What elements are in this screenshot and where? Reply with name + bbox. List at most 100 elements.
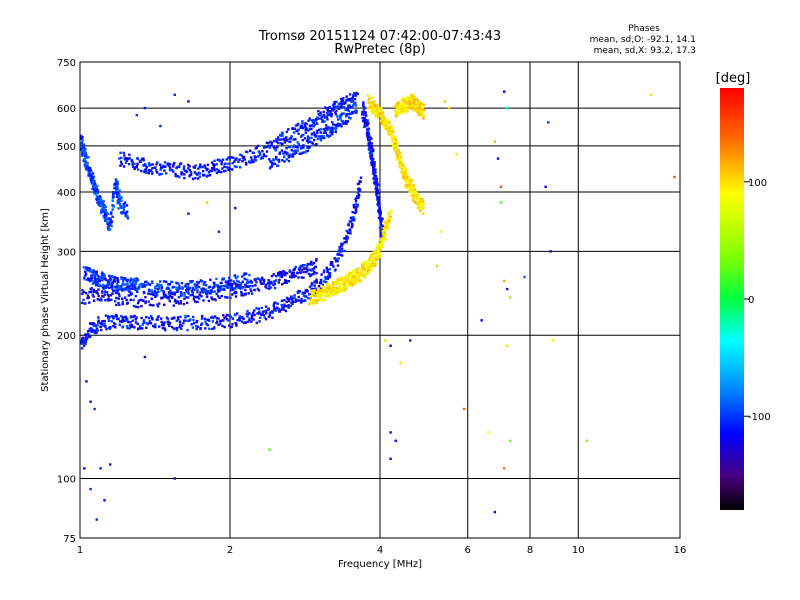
echo-point xyxy=(326,111,330,114)
echo-point xyxy=(181,286,184,289)
echo-point xyxy=(143,285,146,288)
echo-point xyxy=(192,322,196,325)
echo-point xyxy=(368,106,371,109)
echo-point xyxy=(81,136,84,139)
echo-point xyxy=(246,315,249,318)
echo-point xyxy=(341,242,345,245)
echo-point xyxy=(384,126,387,130)
echo-point xyxy=(503,279,506,283)
x-tick-label: 10 xyxy=(572,545,585,556)
echo-point xyxy=(287,280,291,283)
echo-point xyxy=(334,123,338,127)
echo-point xyxy=(395,140,398,144)
echo-point xyxy=(186,290,190,293)
echo-point xyxy=(163,161,167,164)
echo-point xyxy=(217,289,220,292)
echo-point xyxy=(372,148,375,151)
echo-point xyxy=(194,284,197,287)
echo-point xyxy=(104,290,107,293)
echo-point xyxy=(216,285,220,288)
echo-point xyxy=(113,182,116,185)
echo-point xyxy=(293,127,297,130)
echo-point xyxy=(216,320,219,323)
echo-point xyxy=(352,93,356,96)
echo-point xyxy=(234,276,238,280)
echo-point xyxy=(173,291,176,294)
echo-point xyxy=(222,277,226,281)
echo-point xyxy=(212,316,215,320)
echo-point xyxy=(202,169,205,173)
echo-point xyxy=(408,181,412,184)
echo-point xyxy=(419,208,422,211)
echo-point xyxy=(313,289,316,293)
echo-point xyxy=(386,223,389,226)
echo-point xyxy=(262,154,266,158)
echo-point xyxy=(183,176,186,180)
echo-point xyxy=(115,314,118,318)
echo-point xyxy=(100,203,104,206)
echo-point xyxy=(409,188,412,191)
echo-point xyxy=(101,320,104,323)
echo-point xyxy=(297,132,300,135)
echo-point xyxy=(423,108,426,112)
echo-point xyxy=(106,283,109,287)
echo-point xyxy=(420,198,423,201)
echo-point xyxy=(265,312,268,315)
echo-point xyxy=(324,115,328,118)
echo-point xyxy=(285,281,288,284)
echo-point xyxy=(160,320,163,324)
echo-point xyxy=(132,298,135,302)
echo-point xyxy=(212,290,215,293)
echo-point xyxy=(418,206,421,210)
echo-point xyxy=(102,215,105,218)
echo-point xyxy=(366,269,370,272)
echo-point xyxy=(320,273,323,276)
echo-point xyxy=(316,299,319,302)
echo-point xyxy=(105,214,108,217)
echo-point xyxy=(304,150,308,153)
echo-point xyxy=(422,114,425,118)
echo-point xyxy=(312,267,316,270)
echo-point xyxy=(85,337,89,341)
echo-point xyxy=(227,162,230,165)
echo-point xyxy=(328,275,331,279)
echo-point xyxy=(97,316,100,319)
echo-point xyxy=(400,110,404,113)
echo-point xyxy=(165,296,169,299)
echo-point xyxy=(218,286,222,289)
echo-point xyxy=(120,199,123,202)
echo-point xyxy=(376,188,379,191)
echo-point xyxy=(277,138,281,142)
echo-point xyxy=(166,286,169,289)
echo-point xyxy=(506,106,509,110)
echo-point xyxy=(244,161,248,165)
echo-point xyxy=(331,120,334,124)
echo-point xyxy=(228,158,231,161)
echo-point xyxy=(91,187,94,190)
echo-point xyxy=(80,146,83,150)
echo-point xyxy=(175,287,178,290)
echo-point xyxy=(374,248,378,251)
echo-point xyxy=(240,294,243,297)
echo-point xyxy=(244,293,247,296)
echo-point xyxy=(314,265,317,268)
echo-point xyxy=(198,165,201,168)
echo-point xyxy=(313,298,316,301)
echo-point xyxy=(105,328,108,331)
echo-point xyxy=(208,327,211,330)
echo-point xyxy=(294,274,297,278)
echo-point xyxy=(222,170,226,173)
x-tick-label: 2 xyxy=(227,545,233,556)
echo-point xyxy=(290,135,293,138)
echo-point xyxy=(304,128,307,132)
echo-point xyxy=(194,164,197,167)
echo-point xyxy=(366,263,369,267)
echo-point xyxy=(332,103,335,106)
echo-point xyxy=(356,92,359,96)
echo-point xyxy=(270,161,274,165)
echo-point xyxy=(403,169,406,173)
echo-point xyxy=(330,115,333,118)
echo-point xyxy=(104,298,107,302)
echo-point xyxy=(135,166,138,169)
echo-point xyxy=(205,322,208,326)
